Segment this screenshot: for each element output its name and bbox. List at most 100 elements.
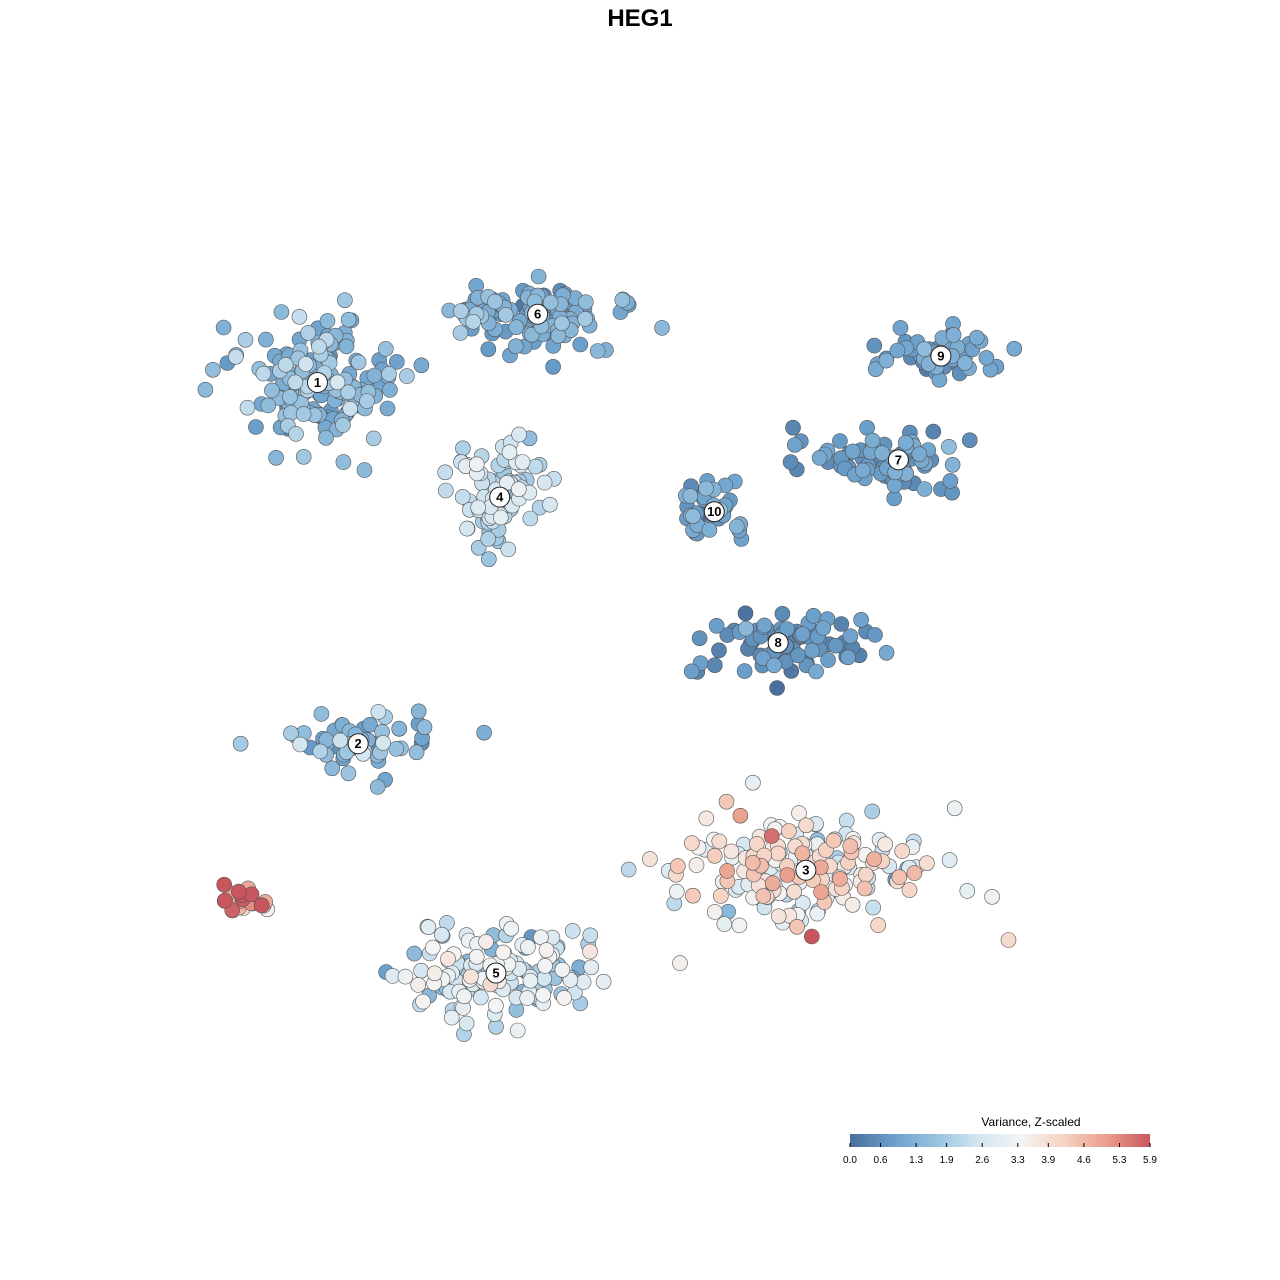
data-point bbox=[497, 306, 514, 323]
cluster-label-1: 1 bbox=[306, 371, 328, 393]
data-point bbox=[688, 857, 705, 873]
data-point bbox=[877, 836, 894, 853]
data-point bbox=[838, 812, 855, 829]
data-point bbox=[770, 908, 787, 925]
cluster-label-2: 2 bbox=[347, 733, 369, 755]
svg-text:10: 10 bbox=[707, 504, 721, 519]
colorbar-tick-label: 2.6 bbox=[975, 1155, 989, 1166]
data-point bbox=[508, 319, 525, 336]
data-point bbox=[892, 320, 909, 336]
data-point bbox=[790, 647, 806, 664]
data-point bbox=[866, 851, 882, 868]
data-point bbox=[264, 382, 280, 399]
data-point bbox=[901, 882, 918, 898]
data-point bbox=[340, 384, 357, 401]
data-point bbox=[779, 621, 795, 637]
data-point bbox=[519, 990, 536, 1006]
data-point bbox=[205, 361, 221, 378]
data-point bbox=[706, 657, 723, 674]
data-point bbox=[359, 393, 375, 409]
data-point bbox=[369, 779, 386, 795]
data-point bbox=[480, 341, 497, 358]
data-point bbox=[375, 735, 391, 751]
data-point bbox=[911, 446, 928, 463]
data-point bbox=[748, 836, 765, 852]
data-point bbox=[388, 354, 405, 370]
data-point bbox=[813, 884, 829, 900]
data-point bbox=[554, 961, 571, 978]
data-point bbox=[698, 810, 715, 827]
data-point bbox=[957, 355, 973, 371]
data-point bbox=[685, 887, 701, 904]
data-point bbox=[804, 642, 820, 659]
data-point bbox=[805, 607, 822, 624]
data-point bbox=[825, 832, 842, 849]
data-point bbox=[894, 843, 911, 859]
svg-text:4: 4 bbox=[496, 490, 504, 505]
data-point bbox=[288, 426, 304, 442]
data-point bbox=[706, 847, 723, 864]
data-point bbox=[669, 858, 686, 874]
data-point bbox=[866, 337, 883, 354]
data-point bbox=[350, 354, 367, 371]
data-point bbox=[492, 509, 509, 526]
data-point bbox=[232, 735, 249, 752]
colorbar-tick-label: 5.3 bbox=[1113, 1155, 1127, 1166]
data-point bbox=[736, 663, 753, 679]
data-point bbox=[216, 876, 232, 893]
data-point bbox=[470, 499, 487, 516]
data-point bbox=[338, 338, 355, 355]
data-point bbox=[510, 481, 527, 498]
data-point bbox=[453, 303, 469, 319]
data-point bbox=[858, 866, 874, 883]
data-point bbox=[410, 703, 427, 720]
colorbar-tick-label: 5.9 bbox=[1143, 1155, 1157, 1166]
colorbar-tick-label: 3.9 bbox=[1041, 1155, 1055, 1166]
data-point bbox=[781, 823, 797, 839]
svg-text:5: 5 bbox=[492, 966, 499, 981]
data-point bbox=[522, 510, 539, 527]
chart-title: HEG1 bbox=[607, 5, 672, 32]
data-point bbox=[437, 464, 454, 481]
data-point bbox=[545, 358, 561, 375]
data-point bbox=[283, 725, 299, 742]
data-point bbox=[415, 993, 431, 1010]
colorbar-title: Variance, Z-scaled bbox=[981, 1115, 1080, 1129]
data-point bbox=[711, 833, 728, 850]
data-point bbox=[556, 990, 572, 1006]
cluster-label-3: 3 bbox=[795, 859, 817, 881]
data-point bbox=[891, 869, 908, 885]
data-point bbox=[864, 803, 881, 820]
data-point bbox=[297, 356, 314, 372]
colorbar-tick-label: 0.6 bbox=[874, 1155, 888, 1166]
cluster-label-10: 10 bbox=[703, 501, 725, 523]
data-point bbox=[520, 939, 536, 955]
data-point bbox=[530, 268, 547, 285]
data-point bbox=[480, 531, 497, 547]
data-point bbox=[712, 888, 729, 904]
data-point bbox=[672, 955, 688, 971]
data-point bbox=[723, 843, 740, 860]
data-point bbox=[941, 438, 957, 455]
data-point bbox=[292, 736, 309, 753]
data-point bbox=[480, 551, 497, 568]
data-point bbox=[685, 508, 701, 525]
data-point bbox=[248, 419, 264, 435]
data-point bbox=[443, 1009, 460, 1026]
data-point bbox=[1000, 932, 1017, 948]
data-point bbox=[683, 835, 700, 851]
data-point bbox=[426, 965, 443, 982]
colorbar-tick-label: 1.9 bbox=[940, 1155, 954, 1166]
data-point bbox=[273, 304, 290, 320]
data-point bbox=[258, 331, 274, 348]
data-point bbox=[268, 449, 284, 466]
data-point bbox=[840, 649, 856, 666]
data-point bbox=[808, 663, 824, 680]
data-point bbox=[311, 338, 327, 355]
data-point bbox=[495, 944, 512, 961]
data-point bbox=[538, 942, 555, 958]
data-point bbox=[291, 308, 308, 325]
data-point bbox=[789, 918, 805, 935]
data-point bbox=[716, 916, 733, 932]
data-point bbox=[595, 973, 612, 990]
